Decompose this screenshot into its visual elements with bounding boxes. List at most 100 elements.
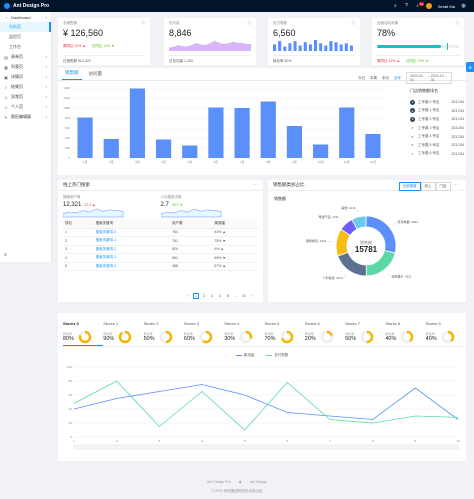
pie-slice[interactable] (351, 215, 367, 230)
x-tick-label: 1月 (83, 160, 88, 164)
sidebar-item-editor[interactable]: ✎ 图形编辑器 ▾ (0, 112, 51, 122)
store-tab[interactable]: Stores 0 转化率 80% (63, 313, 104, 346)
seg-online[interactable]: 线上 (420, 182, 436, 191)
spark-bar (319, 43, 323, 51)
sidebar-item-workplace[interactable]: 工作台 (0, 42, 51, 52)
info-icon[interactable]: ⓘ (247, 21, 252, 25)
bar[interactable] (103, 139, 119, 158)
sidebar-item-exception[interactable]: ⚠ 异常页 ▾ (0, 92, 51, 102)
page-item[interactable]: 3 (211, 294, 213, 298)
sidebar-item-monitor[interactable]: 监控页 (0, 32, 51, 42)
sidebar-item-dashboard[interactable]: ◔ Dashboard ▴ (0, 12, 51, 22)
store-tab[interactable]: Stores 5 转化率 70% (264, 313, 304, 346)
column-header[interactable]: 用户数 (170, 219, 213, 229)
next-page-icon[interactable]: › (251, 294, 253, 298)
page-item[interactable]: 10 (242, 294, 246, 298)
seg-store[interactable]: 门店 (435, 182, 451, 191)
bar[interactable] (312, 144, 329, 159)
store-tab[interactable]: Stores 1 转化率 90% (103, 313, 143, 346)
ellipsis-icon[interactable]: ⋯ (453, 183, 458, 187)
question-icon[interactable]: ? (404, 3, 408, 9)
github-icon[interactable]: ◉ (238, 480, 242, 484)
store-name: 工专路 0 号店 (418, 99, 440, 104)
footer-link-pro[interactable]: Ant Design Pro (207, 480, 231, 484)
day-change: 日同比 11% ▼ (91, 43, 115, 48)
store-tab[interactable]: Stores 4 转化率 30% (224, 313, 264, 346)
range-today[interactable]: 今日 (358, 75, 365, 80)
info-icon[interactable]: ⓘ (141, 21, 146, 25)
menu-fold-icon[interactable]: ≡ (4, 252, 7, 258)
seg-all[interactable]: 全部渠道 (398, 182, 421, 191)
pie-slice[interactable] (337, 251, 367, 277)
date-range-picker[interactable]: 2023-01-01 → 2023-12-31 (406, 72, 452, 84)
column-header[interactable]: 周涨幅 (212, 219, 258, 229)
range-year[interactable]: 全年 (394, 75, 401, 80)
sidebar-item-account[interactable]: ☺ 个人页 ▾ (0, 102, 51, 112)
tab-visits[interactable]: 访问量 (88, 71, 103, 76)
store-tab[interactable]: Stores 2 转化率 50% (144, 313, 184, 346)
bar[interactable] (77, 117, 93, 159)
bar[interactable] (155, 139, 172, 159)
footer-link-antd[interactable]: Ant Design (249, 480, 267, 484)
prev-page-icon[interactable]: ‹ (187, 294, 189, 298)
bar[interactable] (129, 88, 146, 159)
search-icon[interactable]: ⌕ (393, 3, 397, 9)
legend-item-payments[interactable]: 支付笔数 (266, 353, 288, 358)
settings-drawer-button[interactable]: ⚙ (466, 62, 474, 72)
sidebar-item-analysis[interactable]: 分析页 (0, 22, 51, 32)
info-icon[interactable]: ⓘ (455, 21, 460, 25)
bar[interactable] (365, 134, 381, 158)
page-item[interactable]: 4 (219, 294, 221, 298)
info-icon[interactable]: ⓘ (351, 21, 356, 25)
x-tick-label: 2月 (109, 160, 114, 164)
ellipsis-icon[interactable]: ⋯ (253, 182, 258, 188)
sidebar-item-profile[interactable]: ▣ 详情页 ▾ (0, 72, 51, 82)
sidebar-item-list[interactable]: ▦ 列表页 ▾ (0, 62, 51, 72)
app-logo[interactable]: Ant Design Pro (0, 3, 52, 9)
donut-center-value: 15781 (355, 245, 378, 254)
keyword-link[interactable]: 搜索关键词-4 (93, 262, 171, 271)
keyword-link[interactable]: 搜索关键词-1 (93, 236, 171, 246)
range-week[interactable]: 本周 (370, 75, 377, 80)
pie-slice[interactable] (365, 250, 396, 277)
series-point (457, 417, 459, 418)
bar[interactable] (234, 108, 250, 158)
bar[interactable] (208, 107, 224, 159)
store-tab[interactable]: Stores 6 转化率 20% (305, 313, 345, 346)
pie-label: 个护健康: 3113 (323, 275, 343, 280)
slider-track[interactable] (73, 444, 459, 450)
keyword-link[interactable]: 搜索关键词-2 (93, 245, 171, 254)
page-item[interactable]: 2 (203, 294, 205, 298)
store-value: 323,234 (451, 108, 464, 113)
sidebar-item-result[interactable]: ✓ 结果页 ▾ (0, 82, 51, 92)
page-item[interactable]: 1 (193, 293, 199, 299)
page-item[interactable]: … (234, 294, 238, 298)
user-name[interactable]: Serati Ma (437, 3, 455, 9)
bar[interactable] (286, 126, 303, 158)
sidebar-item-form[interactable]: ▤ 表单页 ▾ (0, 52, 51, 62)
legend-item-traffic[interactable]: 客流量 (235, 353, 254, 358)
store-tab[interactable]: Stores 7 转化率 50% (345, 313, 385, 346)
sparkline-area (169, 41, 251, 51)
store-tab[interactable]: Stores 3 转化率 60% (184, 313, 224, 346)
store-tab[interactable]: Stores 8 转化率 40% (385, 313, 425, 346)
donut-center-label: 销售额 (360, 239, 372, 245)
globe-icon[interactable]: ◍ (461, 3, 466, 9)
keyword-link[interactable]: 搜索关键词-3 (93, 253, 171, 263)
pie-label-line (343, 273, 347, 279)
avatar[interactable] (425, 3, 432, 9)
range-month[interactable]: 本月 (382, 75, 389, 80)
line-legend: 客流量 支付笔数 (58, 353, 466, 358)
store-tab[interactable]: Stores 9 转化率 40% (426, 313, 466, 346)
page-item[interactable]: 5 (227, 294, 229, 298)
bell-icon[interactable]: ♪ 11 (416, 1, 424, 9)
legend-swatch (266, 355, 273, 356)
bar[interactable] (339, 107, 355, 159)
rank-number: 1 (410, 99, 415, 105)
bar[interactable] (182, 145, 198, 159)
store-rate-ring (441, 330, 454, 344)
bar[interactable] (260, 101, 276, 159)
keyword-link[interactable]: 搜索关键词-0 (93, 228, 171, 237)
tab-sales[interactable]: 销售额 (62, 70, 82, 80)
pie-label-line (386, 272, 391, 277)
